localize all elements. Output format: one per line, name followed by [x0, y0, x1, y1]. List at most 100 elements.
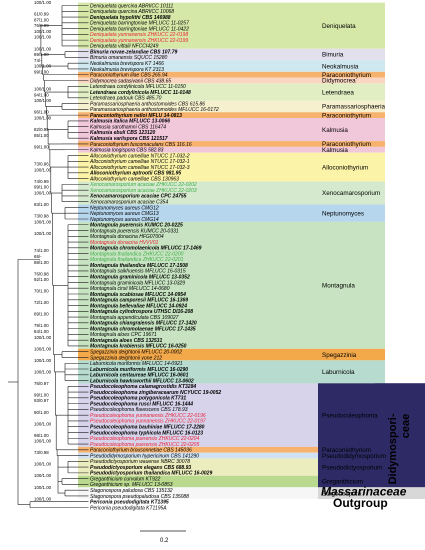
taxon-label: Pseudocoleophoma typhicola MFLUCC 16-012…: [90, 430, 203, 436]
support-value: 79/1.00: [34, 323, 49, 328]
taxon-label: Montagnula aloes CBS 132531: [90, 338, 162, 344]
scale-bar: 0.2: [140, 530, 186, 544]
taxon-label: Pseudodictyosporium wauense NBRC 30078: [90, 459, 190, 465]
taxon-label: Pseudocoleophoma calamagrostidis KT3284: [90, 384, 196, 390]
taxon-label: Pseudodidymosporium hypericinum CBS 1412…: [90, 453, 199, 459]
outgroup-label: Outgroup: [333, 496, 388, 510]
clade-band: [78, 48, 385, 61]
support-value: 73/0.98: [34, 214, 49, 219]
support-value: 100/1.00: [34, 116, 52, 121]
taxon-label: Greganthicium curvulum KT922: [90, 476, 161, 482]
support-value: 100/1.00: [34, 369, 52, 374]
massarinaceae-band-edge: [375, 487, 425, 499]
clade-band: [78, 112, 385, 119]
support-value: 70/1.00: [34, 289, 49, 294]
clade-band: [78, 100, 385, 113]
taxon-label: Montagnula camporesii MFLUCC 16-1369: [90, 298, 188, 304]
taxon-label: Montagnula graminicola MFLUCC 13-0329: [90, 280, 185, 286]
taxon-label: Neokalmusia brevispora KT 2313: [90, 67, 164, 73]
taxon-label: Alloconiothyrium camelliae NTUCC 17-032-…: [89, 153, 190, 159]
support-value: 100/1.00: [34, 346, 52, 351]
taxon-label: Laburnicola hawksworthii MFLUCC 13-0602: [90, 378, 194, 384]
taxon-label: Xenocamarosporium acaciae CPC 24755: [89, 194, 187, 200]
support-value: 76/0.98: [34, 271, 49, 276]
clade-label: Spegazzinia: [322, 352, 357, 359]
taxon-label: Montagnula thailandica ZHKUCC 22-0201: [90, 257, 184, 263]
taxon-label: Pseudocoleophoma zingiberacearum NCYUCC …: [90, 390, 221, 396]
taxon-label: Montagnula puerensis KUMCC 20-0331: [90, 228, 179, 234]
taxon-label: Neptunomyces aureus CMG12: [90, 205, 159, 211]
taxon-label: Montagnula appendiculata CBS 109027: [90, 315, 179, 321]
clade-band: [78, 152, 385, 182]
clade-label: Paraconiothyrium: [322, 141, 371, 148]
support-value: 89/1.00: [34, 52, 49, 57]
taxon-label: Pseudocoleophoma puerensis ZHKUCC 22-020…: [90, 442, 199, 448]
taxon-label: Bimuria novae-zelandiae CBS 107.79: [90, 49, 177, 55]
support-value: 87/1.00: [34, 17, 49, 22]
taxon-label: Paramassariosphaeria anthostomoides CBS …: [90, 101, 205, 107]
support-value: 90/1.00: [34, 410, 49, 415]
taxon-label: Pseudocoleophoma yunnanensis ZHKUCC 22-0…: [90, 413, 206, 419]
clade-band: [78, 83, 385, 101]
taxon-label: Montagnula krabiensis MFLUCC 16-0250: [90, 344, 187, 350]
clade-label: Paraconiothyrium: [322, 112, 371, 119]
clade-band: [78, 221, 385, 349]
support-value: 83/1.00: [34, 202, 49, 207]
support-value: 100/1.00: [34, 35, 52, 40]
support-value: 94/1.00: [34, 92, 49, 97]
taxon-label: Montagnula graminicola MFLUCC 13-0352: [90, 274, 190, 280]
support-value: 99/1.00: [34, 185, 49, 190]
taxon-label: Kalmusia longispora CBS 582.83: [90, 148, 164, 154]
taxon-label: Deniquelata barringtoniae MFLUCC 11-0257: [90, 21, 189, 27]
clade-label: Pseudocoleophoma: [322, 412, 378, 419]
support-value: 85/1.00: [34, 133, 49, 138]
taxon-label: Montagnula aloes CPC 19671: [90, 332, 157, 338]
clade-band: [78, 458, 378, 476]
tree-branches: [8, 5, 89, 508]
taxon-label: Letendraea padouk CBS 485.70: [90, 96, 162, 102]
taxon-label: Montagnula puerensis KUMCC 20-0225: [90, 223, 183, 229]
support-value: 100/1.00: [34, 64, 52, 69]
taxon-label: Montagnula saikhuensis MFLUCC 16-0315: [90, 269, 186, 275]
support-value: 98/1.00: [34, 433, 49, 438]
taxon-label: Kalmusia italica MFLUCC 13-0066: [90, 119, 170, 125]
support-value: 92/1.00: [34, 277, 49, 282]
support-value: 99/1.00: [34, 69, 49, 74]
support-value: 61/0.99: [34, 12, 49, 17]
support-value: 73/0.96: [34, 162, 49, 167]
taxon-label: Alloconiothyrium camelliae CBS 130963: [89, 176, 179, 182]
clade-label: Alloconiothyrium: [322, 164, 368, 171]
taxon-label: Montagnula donacina HVVV01: [90, 240, 159, 246]
support-value: 96/1.00: [34, 110, 49, 115]
clade-labels: Deniquelata Bimuria Neokalmusia Paraconioth…: [322, 23, 386, 497]
support-value: 100/1.00: [34, 358, 52, 363]
taxon-label: Deniquelata barringtoniae MFLUCC 11-0422: [90, 26, 189, 32]
taxon-label: Paramassariosphaeria anthostomoides MFLU…: [90, 107, 219, 113]
clade-band: [78, 118, 385, 142]
taxon-label: Laburnicola muriformis MFLUCC 14-0921: [90, 361, 183, 367]
family-label-line1: Didymospori-: [387, 413, 399, 484]
clade-label: Montagnula: [322, 283, 355, 290]
support-value: 100/1.00: [34, 439, 52, 444]
taxon-label: Alloconiothyrium aptrootii CBS 981.95: [89, 171, 181, 177]
taxon-label: Pseudocoleophoma yunnanensis ZHKUCC 22-0…: [90, 419, 206, 425]
taxon-label: Paraconiothyrium nelloi MFLU 14-0813: [90, 113, 182, 119]
support-value: 76/0.99: [34, 23, 49, 28]
taxon-label: Montagnula cylindrospora UTHSC DI16-208: [90, 309, 193, 315]
support-value: 100/1.00: [34, 219, 52, 224]
taxon-label: Spegazzinia deightonii MFLUCC 20-0002: [90, 350, 182, 356]
support-value: 76/0.97: [34, 381, 49, 386]
taxon-label: Neptunomyces aureus CMG13: [90, 211, 159, 217]
support-value: 72/1.00: [34, 300, 49, 305]
support-value: 100/1.00: [34, 421, 52, 426]
support-value: 99/1.00: [34, 392, 49, 397]
taxon-label: Neptunomyces aureus CMG14: [90, 217, 159, 223]
taxon-label: Letendraea cordylinicola MFLUCC 11-0150: [90, 84, 186, 90]
support-value: 100/1.00: [34, 335, 52, 340]
taxon-label: Montagnula chromolaenicola MFLUCC 17-146…: [90, 246, 202, 252]
clade-label: Laburnicola: [322, 369, 355, 376]
taxon-label: Deniquelata quercina ABRIICC 10068: [90, 9, 174, 15]
support-value: 100/1.00: [34, 87, 52, 92]
taxon-label: Xenocamarosporium acaciae ZHKUCC 22-0203: [89, 188, 197, 194]
